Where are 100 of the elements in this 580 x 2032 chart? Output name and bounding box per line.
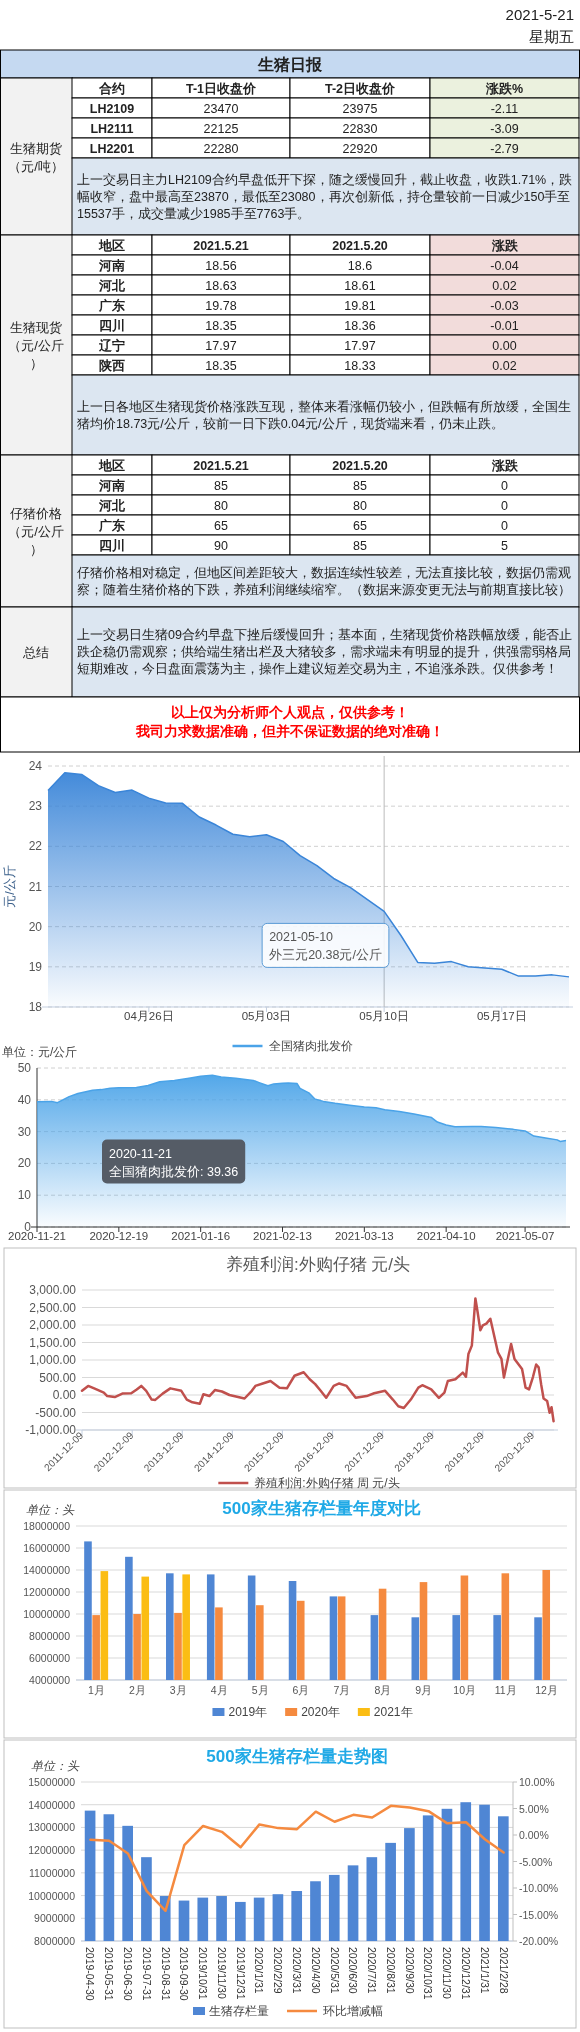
legend-label: 生猪存栏量 xyxy=(209,2004,269,2018)
legend-label: 2019年 xyxy=(228,1705,268,1719)
legend-label: 环比增减幅 xyxy=(323,2004,383,2018)
category-label: 涨跌 xyxy=(490,459,519,473)
y-tick-label: 18 xyxy=(28,1000,43,1014)
x-tick-label: 2021-04-10 xyxy=(416,1230,476,1242)
x-tick-label: 2019/10/31 xyxy=(197,1947,210,2000)
text: -0.03 xyxy=(490,299,519,313)
text: 0.02 xyxy=(492,359,517,373)
y-tick-label: 40 xyxy=(17,1092,32,1107)
text: 18.63 xyxy=(205,279,237,293)
category-label: 涨跌% xyxy=(484,82,524,96)
category-label: T-2日收盘价 xyxy=(324,82,397,96)
text: 23470 xyxy=(203,102,239,116)
legend-label: 全国猪肉批发价 xyxy=(268,1039,353,1053)
category-label: 2021.5.20 xyxy=(332,459,388,473)
text: -0.01 xyxy=(490,319,519,333)
y-tick-label: 16000000 xyxy=(23,1542,71,1554)
text: 22830 xyxy=(342,122,378,136)
text: 17.97 xyxy=(344,339,376,353)
y2-tick-label: -20.00% xyxy=(519,1935,559,1947)
y-tick-label: 18000000 xyxy=(23,1520,71,1532)
x-tick-label: 3月 xyxy=(169,1684,187,1696)
text: -0.04 xyxy=(490,259,519,273)
y2-tick-label: -15.00% xyxy=(519,1908,559,1921)
x-tick-label: 9月 xyxy=(415,1684,433,1696)
text: 22280 xyxy=(203,142,239,156)
y-tick-label: 0.00 xyxy=(52,1388,77,1402)
y-tick-label: 10000000 xyxy=(23,1608,71,1620)
x-tick-label: 04月26日 xyxy=(124,1010,174,1022)
x-tick-label: 2021-05-07 xyxy=(495,1230,555,1242)
y-tick-label: 30 xyxy=(17,1124,32,1139)
x-tick-label: 2019-09-30 xyxy=(178,1947,191,2001)
y-tick-label: 20 xyxy=(17,1156,32,1171)
category-label: LH2201 xyxy=(89,142,135,156)
text: 18.36 xyxy=(344,319,376,333)
x-tick-label: 2021-02-13 xyxy=(253,1230,312,1242)
y-tick-label: 10000000 xyxy=(28,1889,76,1902)
category-label: 陕西 xyxy=(99,359,125,373)
text: 18.33 xyxy=(344,359,376,373)
y2-tick-label: 10.00% xyxy=(519,1776,555,1788)
x-tick-label: 2月 xyxy=(128,1684,146,1696)
y-tick-label: 23 xyxy=(28,799,43,814)
text: 0 xyxy=(501,499,508,513)
x-tick-label: 2021/2/28 xyxy=(497,1947,510,1994)
y-axis-title: 元/公斤 xyxy=(3,865,17,908)
category-label: 辽宁 xyxy=(99,339,125,353)
x-tick-label: 2020/1/31 xyxy=(253,1947,266,1994)
y-axis-title: 单位：元/公斤 xyxy=(2,1045,78,1059)
text: 19.78 xyxy=(205,299,237,313)
category-label: 河南 xyxy=(99,479,125,493)
text: 90 xyxy=(214,539,228,553)
text: 2021-5-21 xyxy=(505,6,574,23)
y-tick-label: 24 xyxy=(28,759,43,773)
line-series xyxy=(89,1804,505,1913)
x-tick-label: 2020/4/30 xyxy=(309,1947,322,1994)
y-tick-label: 6000000 xyxy=(29,1652,71,1664)
text: 5 xyxy=(501,539,508,553)
text: 以上仅为分析师个人观点，仅供参考！ xyxy=(171,704,409,720)
text: 上一交易日生猪09合约早盘下挫后缓慢回升；基本面，生猪现货价格跌幅放缓，能否止跌企稳仍需观察；供给端生猪出栏及大猪较多，需求端未有明显的提升，供强需弱格局短期难改，今日盘面震荡为主，操作上建议短差交易为主，不追涨杀跌。仅供参考！ xyxy=(77,627,572,676)
line-series xyxy=(80,1297,555,1423)
x-tick-label: 2020-12-19 xyxy=(89,1230,149,1242)
y-tick-label: 2,500.00 xyxy=(29,1300,77,1315)
category-label: 河南 xyxy=(99,259,125,273)
y-tick-label: 3,000.00 xyxy=(29,1283,77,1297)
x-tick-label: 11月 xyxy=(494,1684,517,1696)
text: 生猪现货（元/公斤） xyxy=(8,320,64,371)
text: 22125 xyxy=(203,122,239,136)
text: 19.81 xyxy=(344,299,376,313)
text: 80 xyxy=(214,499,228,513)
x-tick-label: 4月 xyxy=(210,1684,228,1696)
x-tick-label: 6月 xyxy=(292,1684,310,1696)
text: -3.09 xyxy=(490,122,519,136)
x-tick-label: 5月 xyxy=(251,1684,269,1696)
y-tick-label: 15000000 xyxy=(28,1776,76,1788)
y-tick-label: 8000000 xyxy=(29,1630,71,1642)
x-tick-label: 2021-03-13 xyxy=(334,1230,394,1242)
y-tick-label: 1,500.00 xyxy=(29,1335,77,1350)
category-label: 涨跌 xyxy=(490,239,519,253)
x-tick-label: 2020/12/31 xyxy=(460,1947,473,2000)
x-tick-label: 12月 xyxy=(535,1684,558,1696)
text: 18.35 xyxy=(205,359,237,373)
y-tick-label: 8000000 xyxy=(34,1935,76,1947)
category-label: LH2109 xyxy=(89,102,135,116)
text: 上一日各地区生猪现货价格涨跌互现，整体来看涨幅仍较小，但跌幅有所放缓，全国生猪均价18.73元/公斤，较前一日下跌0.04元/公斤，现货端来看，仍未止跌。 xyxy=(77,399,571,431)
chart-title: 500家生猪存栏量走势图 xyxy=(206,1747,388,1766)
legend-label: 2021年 xyxy=(373,1705,413,1719)
y2-tick-label: 0.00% xyxy=(519,1829,549,1841)
y-tick-label: 22 xyxy=(28,839,43,854)
category-label: 地区 xyxy=(98,459,125,473)
text: 上一交易日主力LH2109合约早盘低开下探，随之缓慢回升，截止收盘，收跌1.71%，跌幅收窄，盘中最高至23870，最低至23080，再次创新低，持仓量较前一日减少150手至15537手，成交量减少1985手至7763手。 xyxy=(77,171,573,221)
x-tick-label: 2020/5/31 xyxy=(328,1947,341,1994)
y-tick-label: 9000000 xyxy=(34,1912,76,1925)
text: 22920 xyxy=(342,142,378,156)
x-tick-label: 2020/9/30 xyxy=(403,1947,416,1994)
x-tick-label: 2020/11/30 xyxy=(441,1947,454,1999)
y-tick-label: 2,000.00 xyxy=(29,1318,77,1332)
text: 80 xyxy=(353,499,367,513)
y-tick-label: 12000000 xyxy=(28,1844,76,1857)
x-tick-label: 05月10日 xyxy=(359,1010,409,1022)
